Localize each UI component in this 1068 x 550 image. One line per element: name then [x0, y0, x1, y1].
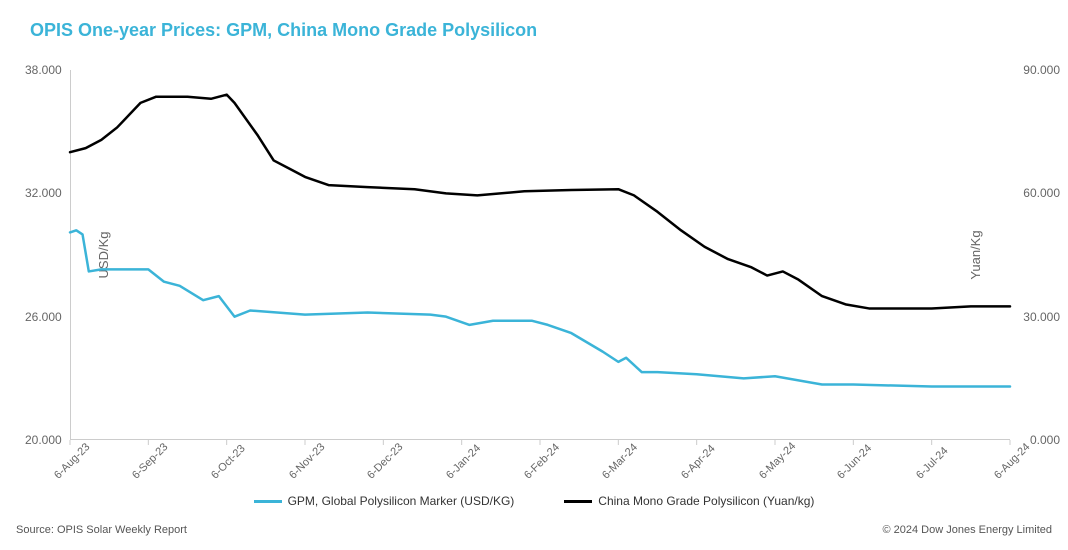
- chart-lines-svg: [70, 70, 1010, 440]
- x-tick: 6-Aug-23: [52, 441, 92, 481]
- legend-label-china: China Mono Grade Polysilicon (Yuan/kg): [598, 494, 814, 508]
- y-tick-right: 90.000: [1023, 63, 1060, 77]
- y-tick-left: 32.000: [25, 186, 62, 200]
- y-tick-right: 60.000: [1023, 186, 1060, 200]
- legend-item-china: China Mono Grade Polysilicon (Yuan/kg): [564, 494, 814, 508]
- legend-item-gpm: GPM, Global Polysilicon Marker (USD/KG): [254, 494, 515, 508]
- x-tick: 6-May-24: [757, 440, 798, 481]
- x-tick: 6-Sep-23: [130, 441, 170, 481]
- x-tick: 6-Oct-23: [209, 443, 248, 482]
- x-tick: 6-Apr-24: [679, 443, 718, 482]
- chart-title: OPIS One-year Prices: GPM, China Mono Gr…: [30, 20, 537, 41]
- x-tick: 6-Feb-24: [522, 441, 562, 481]
- x-tick: 6-Jul-24: [914, 445, 951, 482]
- chart-plot-area: USD/Kg Yuan/Kg 20.00026.00032.00038.0000…: [70, 70, 1010, 440]
- legend-swatch-china: [564, 500, 592, 503]
- copyright-text: © 2024 Dow Jones Energy Limited: [882, 524, 1052, 536]
- x-tick: 6-Nov-23: [287, 441, 327, 481]
- x-tick: 6-Mar-24: [600, 441, 640, 481]
- chart-legend: GPM, Global Polysilicon Marker (USD/KG) …: [0, 494, 1068, 508]
- y-tick-right: 0.000: [1030, 433, 1060, 447]
- legend-label-gpm: GPM, Global Polysilicon Marker (USD/KG): [288, 494, 515, 508]
- x-tick: 6-Aug-24: [992, 441, 1032, 481]
- y-tick-left: 20.000: [25, 433, 62, 447]
- legend-swatch-gpm: [254, 500, 282, 503]
- series-line: [70, 95, 1010, 309]
- x-tick: 6-Dec-23: [365, 441, 405, 481]
- y-tick-left: 26.000: [25, 310, 62, 324]
- y-tick-left: 38.000: [25, 63, 62, 77]
- source-text: Source: OPIS Solar Weekly Report: [16, 524, 187, 536]
- x-tick: 6-Jun-24: [835, 442, 874, 481]
- y-tick-right: 30.000: [1023, 310, 1060, 324]
- x-tick: 6-Jan-24: [444, 442, 483, 481]
